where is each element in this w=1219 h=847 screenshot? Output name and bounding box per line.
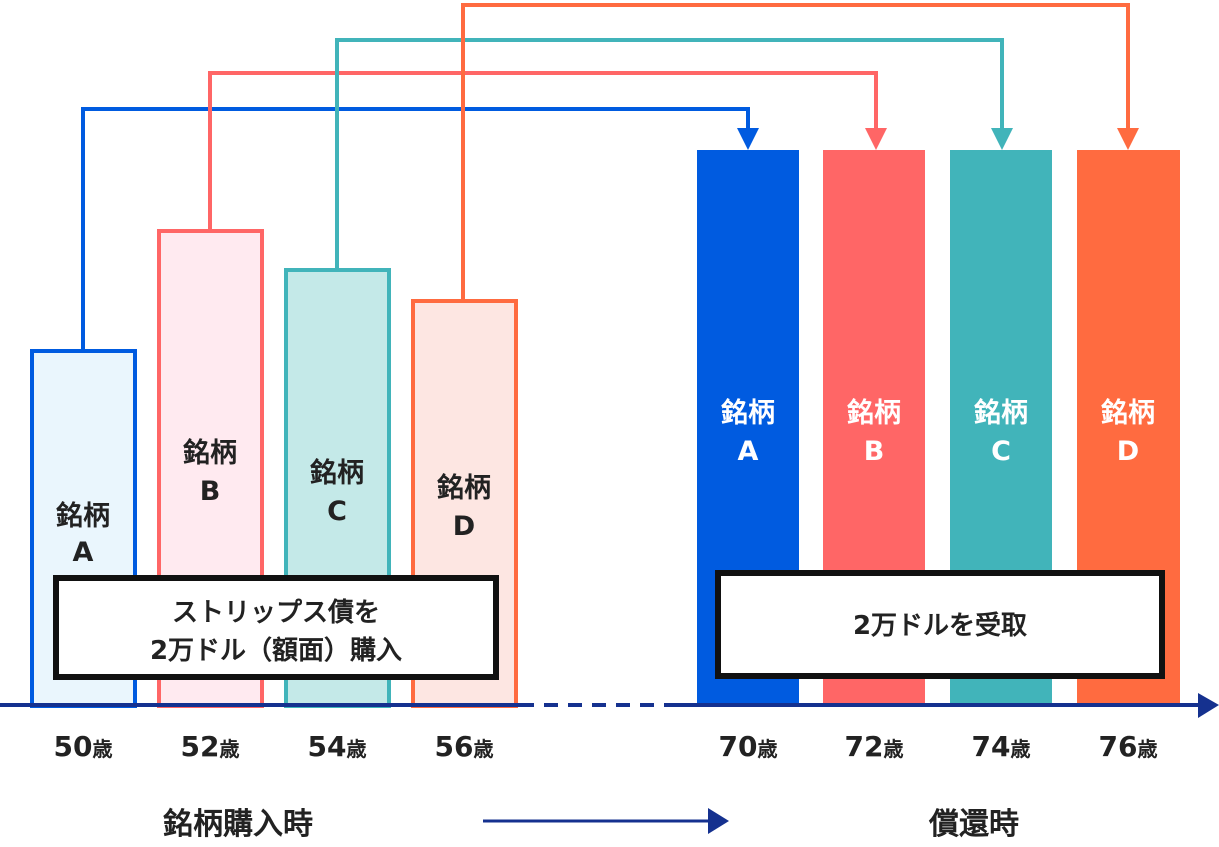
- age-unit: 歳: [757, 737, 777, 761]
- redemption-label-a-letter: A: [738, 436, 759, 467]
- age-label: 56歳: [435, 730, 494, 763]
- age-label: 52歳: [181, 730, 240, 763]
- purchase-label-b-letter: B: [200, 476, 221, 507]
- connector-arrowhead-icon: [991, 128, 1013, 150]
- redemption-label-b-letter: B: [864, 436, 885, 467]
- connector-d: [461, 3, 1130, 301]
- redemption-label-b: 銘柄: [847, 397, 901, 429]
- redemption-label-c-letter: C: [991, 436, 1011, 467]
- connector-a: [81, 107, 750, 351]
- redemption-box-text: 2万ドルを受取: [853, 610, 1027, 641]
- purchase-label-d-letter: D: [453, 511, 475, 542]
- purchase-label-c-letter: C: [327, 496, 347, 527]
- connector-c: [335, 38, 1004, 270]
- age-value: 52: [181, 730, 220, 763]
- age-value: 72: [845, 730, 884, 763]
- connector-arrowhead-icon: [865, 128, 887, 150]
- age-labels: 50歳 52歳 54歳 56歳 70歳 72歳 74歳 76歳: [54, 730, 1158, 763]
- age-label: 74歳: [972, 730, 1031, 763]
- redemption-box: [715, 570, 1165, 679]
- age-label: 50歳: [54, 730, 113, 763]
- age-unit: 歳: [346, 737, 366, 761]
- purchase-label-c: 銘柄: [310, 457, 364, 489]
- purchase-box-line1: ストリップス債を: [172, 598, 380, 628]
- age-value: 56: [435, 730, 474, 763]
- time-arrow-icon: [708, 808, 729, 834]
- connector-arrowhead-icon: [737, 128, 759, 150]
- age-label: 54歳: [308, 730, 367, 763]
- age-unit: 歳: [92, 737, 112, 761]
- age-value: 76: [1099, 730, 1138, 763]
- redemption-title: 償還時: [928, 807, 1019, 842]
- purchase-label-a: 銘柄: [56, 500, 110, 532]
- age-unit: 歳: [219, 737, 239, 761]
- purchase-box: [53, 575, 499, 680]
- age-label: 70歳: [719, 730, 778, 763]
- connector-arrowhead-icon: [1117, 128, 1139, 150]
- age-value: 70: [719, 730, 758, 763]
- age-unit: 歳: [473, 737, 493, 761]
- age-value: 74: [972, 730, 1011, 763]
- age-value: 50: [54, 730, 93, 763]
- age-value: 54: [308, 730, 347, 763]
- purchase-label-a-letter: A: [73, 537, 94, 568]
- age-unit: 歳: [1137, 737, 1157, 761]
- purchase-title: 銘柄購入時: [163, 807, 313, 842]
- age-label: 72歳: [845, 730, 904, 763]
- purchase-box-line2: 2万ドル（額面）購入: [150, 636, 402, 666]
- redemption-label-d-letter: D: [1117, 436, 1139, 467]
- redemption-label-c: 銘柄: [974, 397, 1028, 429]
- age-unit: 歳: [1010, 737, 1030, 761]
- redemption-label-a: 銘柄: [721, 397, 775, 429]
- age-unit: 歳: [883, 737, 903, 761]
- connector-b: [208, 71, 878, 231]
- purchase-label-b: 銘柄: [183, 437, 237, 469]
- redemption-label-d: 銘柄: [1101, 397, 1155, 429]
- connectors: [81, 3, 1139, 351]
- purchase-label-d: 銘柄: [437, 472, 491, 504]
- age-label: 76歳: [1099, 730, 1158, 763]
- timeline-arrowhead-icon: [1198, 693, 1219, 718]
